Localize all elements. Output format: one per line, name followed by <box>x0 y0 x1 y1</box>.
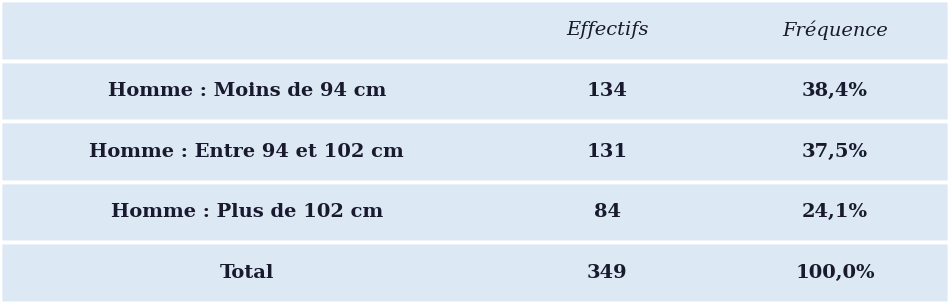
Text: Effectifs: Effectifs <box>567 21 648 39</box>
FancyBboxPatch shape <box>0 242 949 303</box>
FancyBboxPatch shape <box>0 0 949 61</box>
Text: Homme : Plus de 102 cm: Homme : Plus de 102 cm <box>111 203 382 221</box>
Text: 37,5%: 37,5% <box>802 142 868 161</box>
Text: 24,1%: 24,1% <box>802 203 868 221</box>
FancyBboxPatch shape <box>0 61 949 121</box>
Text: 349: 349 <box>587 264 627 282</box>
FancyBboxPatch shape <box>0 182 949 242</box>
Text: 38,4%: 38,4% <box>802 82 868 100</box>
Text: 84: 84 <box>594 203 621 221</box>
Text: Homme : Entre 94 et 102 cm: Homme : Entre 94 et 102 cm <box>89 142 404 161</box>
Text: Fréquence: Fréquence <box>782 21 888 40</box>
Text: Total: Total <box>219 264 274 282</box>
Text: 100,0%: 100,0% <box>795 264 875 282</box>
FancyBboxPatch shape <box>0 121 949 182</box>
Text: 134: 134 <box>586 82 628 100</box>
Text: 131: 131 <box>586 142 628 161</box>
Text: Homme : Moins de 94 cm: Homme : Moins de 94 cm <box>107 82 386 100</box>
